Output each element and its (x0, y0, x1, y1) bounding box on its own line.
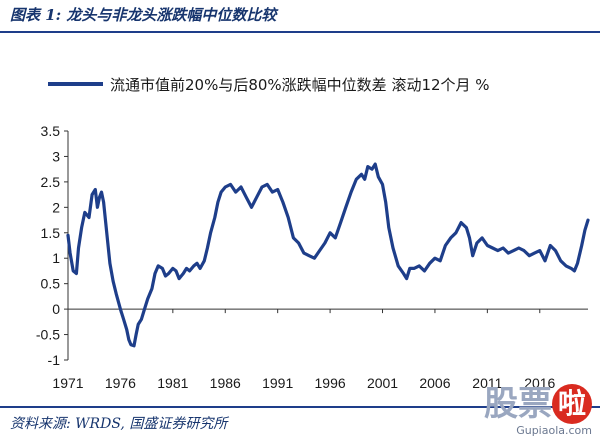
plot-area (66, 162, 590, 348)
y-tick-label: -0.5 (36, 327, 60, 343)
source-note: 资料来源: WRDS, 国盛证券研究所 (10, 416, 228, 432)
y-tick-label: 3 (52, 148, 60, 164)
x-tick-label: 2011 (472, 375, 502, 391)
watermark-char: 票 (518, 384, 552, 424)
y-tick-label: 2.5 (41, 174, 61, 190)
y-tick-label: -1 (48, 352, 61, 368)
y-tick-label: 0 (52, 301, 60, 317)
watermark-logo: 股 票 啦 Gupiaola.com (480, 384, 592, 440)
y-tick-label: 1 (52, 250, 60, 266)
y-tick-label: 3.5 (41, 123, 61, 139)
legend-label: 流通市值前20%与后80%涨跌幅中位数差 滚动12个月 % (110, 76, 490, 94)
chart-legend: 流通市值前20%与后80%涨跌幅中位数差 滚动12个月 % (48, 76, 490, 94)
watermark-char: 股 (484, 384, 518, 424)
series-line (66, 162, 590, 348)
y-tick-label: 1.5 (41, 225, 61, 241)
x-axis: 1971 1976 1981 1986 1991 1996 2001 2006 2011 2016 (52, 308, 588, 391)
x-tick-label: 1986 (210, 375, 241, 391)
y-tick-label: 0.5 (41, 276, 61, 292)
x-tick-label: 1981 (157, 375, 188, 391)
bottom-rule (0, 406, 600, 408)
x-tick-label: 1991 (262, 375, 293, 391)
x-tick-label: 1976 (105, 375, 136, 391)
watermark-url: Gupiaola.com (516, 424, 592, 437)
figure-title: 图表 1: 龙头与非龙头涨跌幅中位数比较 (10, 6, 277, 24)
x-tick-label: 1971 (52, 375, 83, 391)
x-tick-label: 1996 (315, 375, 346, 391)
top-rule (0, 31, 600, 33)
line-chart: 流通市值前20%与后80%涨跌幅中位数差 滚动12个月 % -1 -0.5 0 0.5… (36, 76, 590, 391)
y-axis: -1 -0.5 0 0.5 1 1.5 2 2.5 3 3.5 (36, 123, 69, 368)
y-tick-label: 2 (52, 199, 60, 215)
x-tick-label: 2001 (367, 375, 398, 391)
x-tick-label: 2006 (419, 375, 450, 391)
watermark-char: 啦 (552, 384, 592, 424)
x-tick-label: 2016 (524, 375, 555, 391)
